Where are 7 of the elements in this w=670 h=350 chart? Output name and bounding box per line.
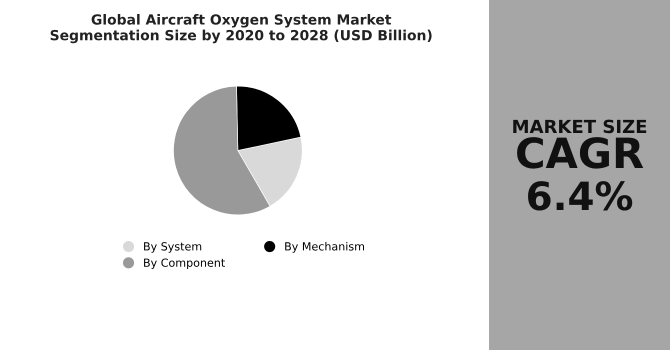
- text: CAGR: [517, 137, 644, 169]
- legend-label: By Component: [144, 258, 225, 270]
- text: MARKET SIZE: [513, 120, 646, 134]
- chart-title: Global Aircraft Oxygen System Market Segmentation Size by 2020 to 2028 (USD Billion): [50, 14, 432, 44]
- legend-label: By System: [144, 242, 202, 253]
- legend-label: By Mechanism: [285, 242, 364, 253]
- text: 6.4%: [528, 181, 632, 211]
